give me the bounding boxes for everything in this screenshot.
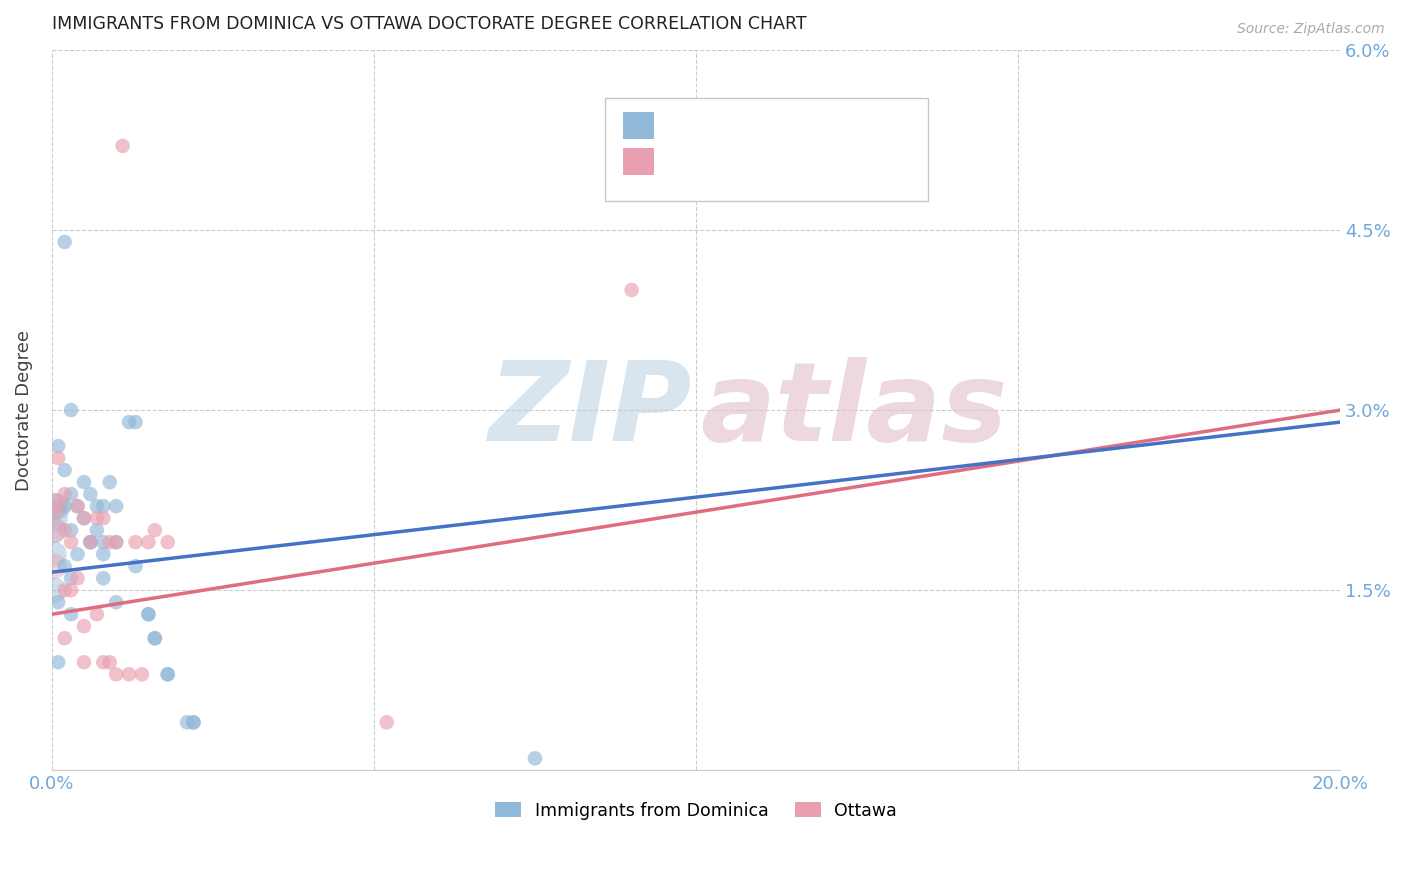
Point <box>124 535 146 549</box>
Text: Source: ZipAtlas.com: Source: ZipAtlas.com <box>1237 22 1385 37</box>
Point <box>86 511 108 525</box>
Point <box>60 571 83 585</box>
Text: 42: 42 <box>793 119 817 136</box>
Point <box>46 451 69 466</box>
Point <box>86 499 108 513</box>
Point <box>105 535 128 549</box>
Point <box>118 415 141 429</box>
Point <box>138 535 160 549</box>
Point <box>138 607 160 622</box>
Point <box>73 655 96 669</box>
Point <box>86 607 108 622</box>
Point <box>105 535 128 549</box>
Point <box>42 523 65 537</box>
Point <box>98 655 121 669</box>
Point <box>118 667 141 681</box>
Point <box>91 499 114 513</box>
Point <box>143 523 166 537</box>
Point <box>105 499 128 513</box>
Point <box>53 583 76 598</box>
Point <box>60 535 83 549</box>
Point <box>46 655 69 669</box>
Text: N =: N = <box>754 154 801 172</box>
Point <box>79 535 101 549</box>
Point <box>156 667 179 681</box>
Legend: Immigrants from Dominica, Ottawa: Immigrants from Dominica, Ottawa <box>488 795 904 827</box>
Point <box>73 475 96 490</box>
Point <box>143 632 166 646</box>
Text: R =: R = <box>662 154 699 172</box>
Point <box>66 499 89 513</box>
Point <box>183 715 205 730</box>
Text: 0.139: 0.139 <box>700 119 748 136</box>
Point <box>73 511 96 525</box>
Point <box>375 715 398 730</box>
Text: ZIP: ZIP <box>489 357 692 464</box>
Point <box>42 523 65 537</box>
Point <box>53 463 76 477</box>
Point <box>42 559 65 574</box>
Point <box>53 632 76 646</box>
Point <box>183 715 205 730</box>
Point <box>66 571 89 585</box>
Point <box>79 535 101 549</box>
Text: R =: R = <box>662 119 699 136</box>
Point <box>42 547 65 561</box>
Point <box>46 499 69 513</box>
Point <box>53 523 76 537</box>
Point <box>53 559 76 574</box>
Point <box>73 511 96 525</box>
Point <box>79 487 101 501</box>
Text: N =: N = <box>754 119 801 136</box>
Point <box>79 535 101 549</box>
Point <box>86 523 108 537</box>
Point <box>42 583 65 598</box>
Point <box>60 523 83 537</box>
Point <box>42 499 65 513</box>
Point <box>44 499 66 513</box>
Point <box>98 535 121 549</box>
Point <box>66 547 89 561</box>
Point <box>111 139 134 153</box>
Text: IMMIGRANTS FROM DOMINICA VS OTTAWA DOCTORATE DEGREE CORRELATION CHART: IMMIGRANTS FROM DOMINICA VS OTTAWA DOCTO… <box>52 15 807 33</box>
Point <box>138 607 160 622</box>
Point <box>44 511 66 525</box>
Point <box>53 499 76 513</box>
Point <box>46 595 69 609</box>
Point <box>46 439 69 453</box>
Point <box>91 655 114 669</box>
Point <box>156 667 179 681</box>
Point <box>91 571 114 585</box>
Text: 31: 31 <box>793 154 815 172</box>
Point <box>60 487 83 501</box>
Point <box>60 583 83 598</box>
Point <box>60 403 83 417</box>
Point <box>131 667 153 681</box>
Text: atlas: atlas <box>700 357 1007 464</box>
Point <box>105 595 128 609</box>
Point <box>98 475 121 490</box>
Point <box>91 511 114 525</box>
Text: 0.331: 0.331 <box>700 154 748 172</box>
Point <box>53 235 76 249</box>
Y-axis label: Doctorate Degree: Doctorate Degree <box>15 329 32 491</box>
Point <box>143 632 166 646</box>
Point <box>73 619 96 633</box>
Point <box>66 499 89 513</box>
Point <box>60 607 83 622</box>
Point <box>91 535 114 549</box>
Point <box>53 487 76 501</box>
Point <box>124 559 146 574</box>
Point <box>620 283 643 297</box>
Point <box>523 751 546 765</box>
Point <box>124 415 146 429</box>
Point <box>176 715 198 730</box>
Point <box>156 535 179 549</box>
Point <box>91 547 114 561</box>
Point <box>105 667 128 681</box>
Point <box>46 499 69 513</box>
